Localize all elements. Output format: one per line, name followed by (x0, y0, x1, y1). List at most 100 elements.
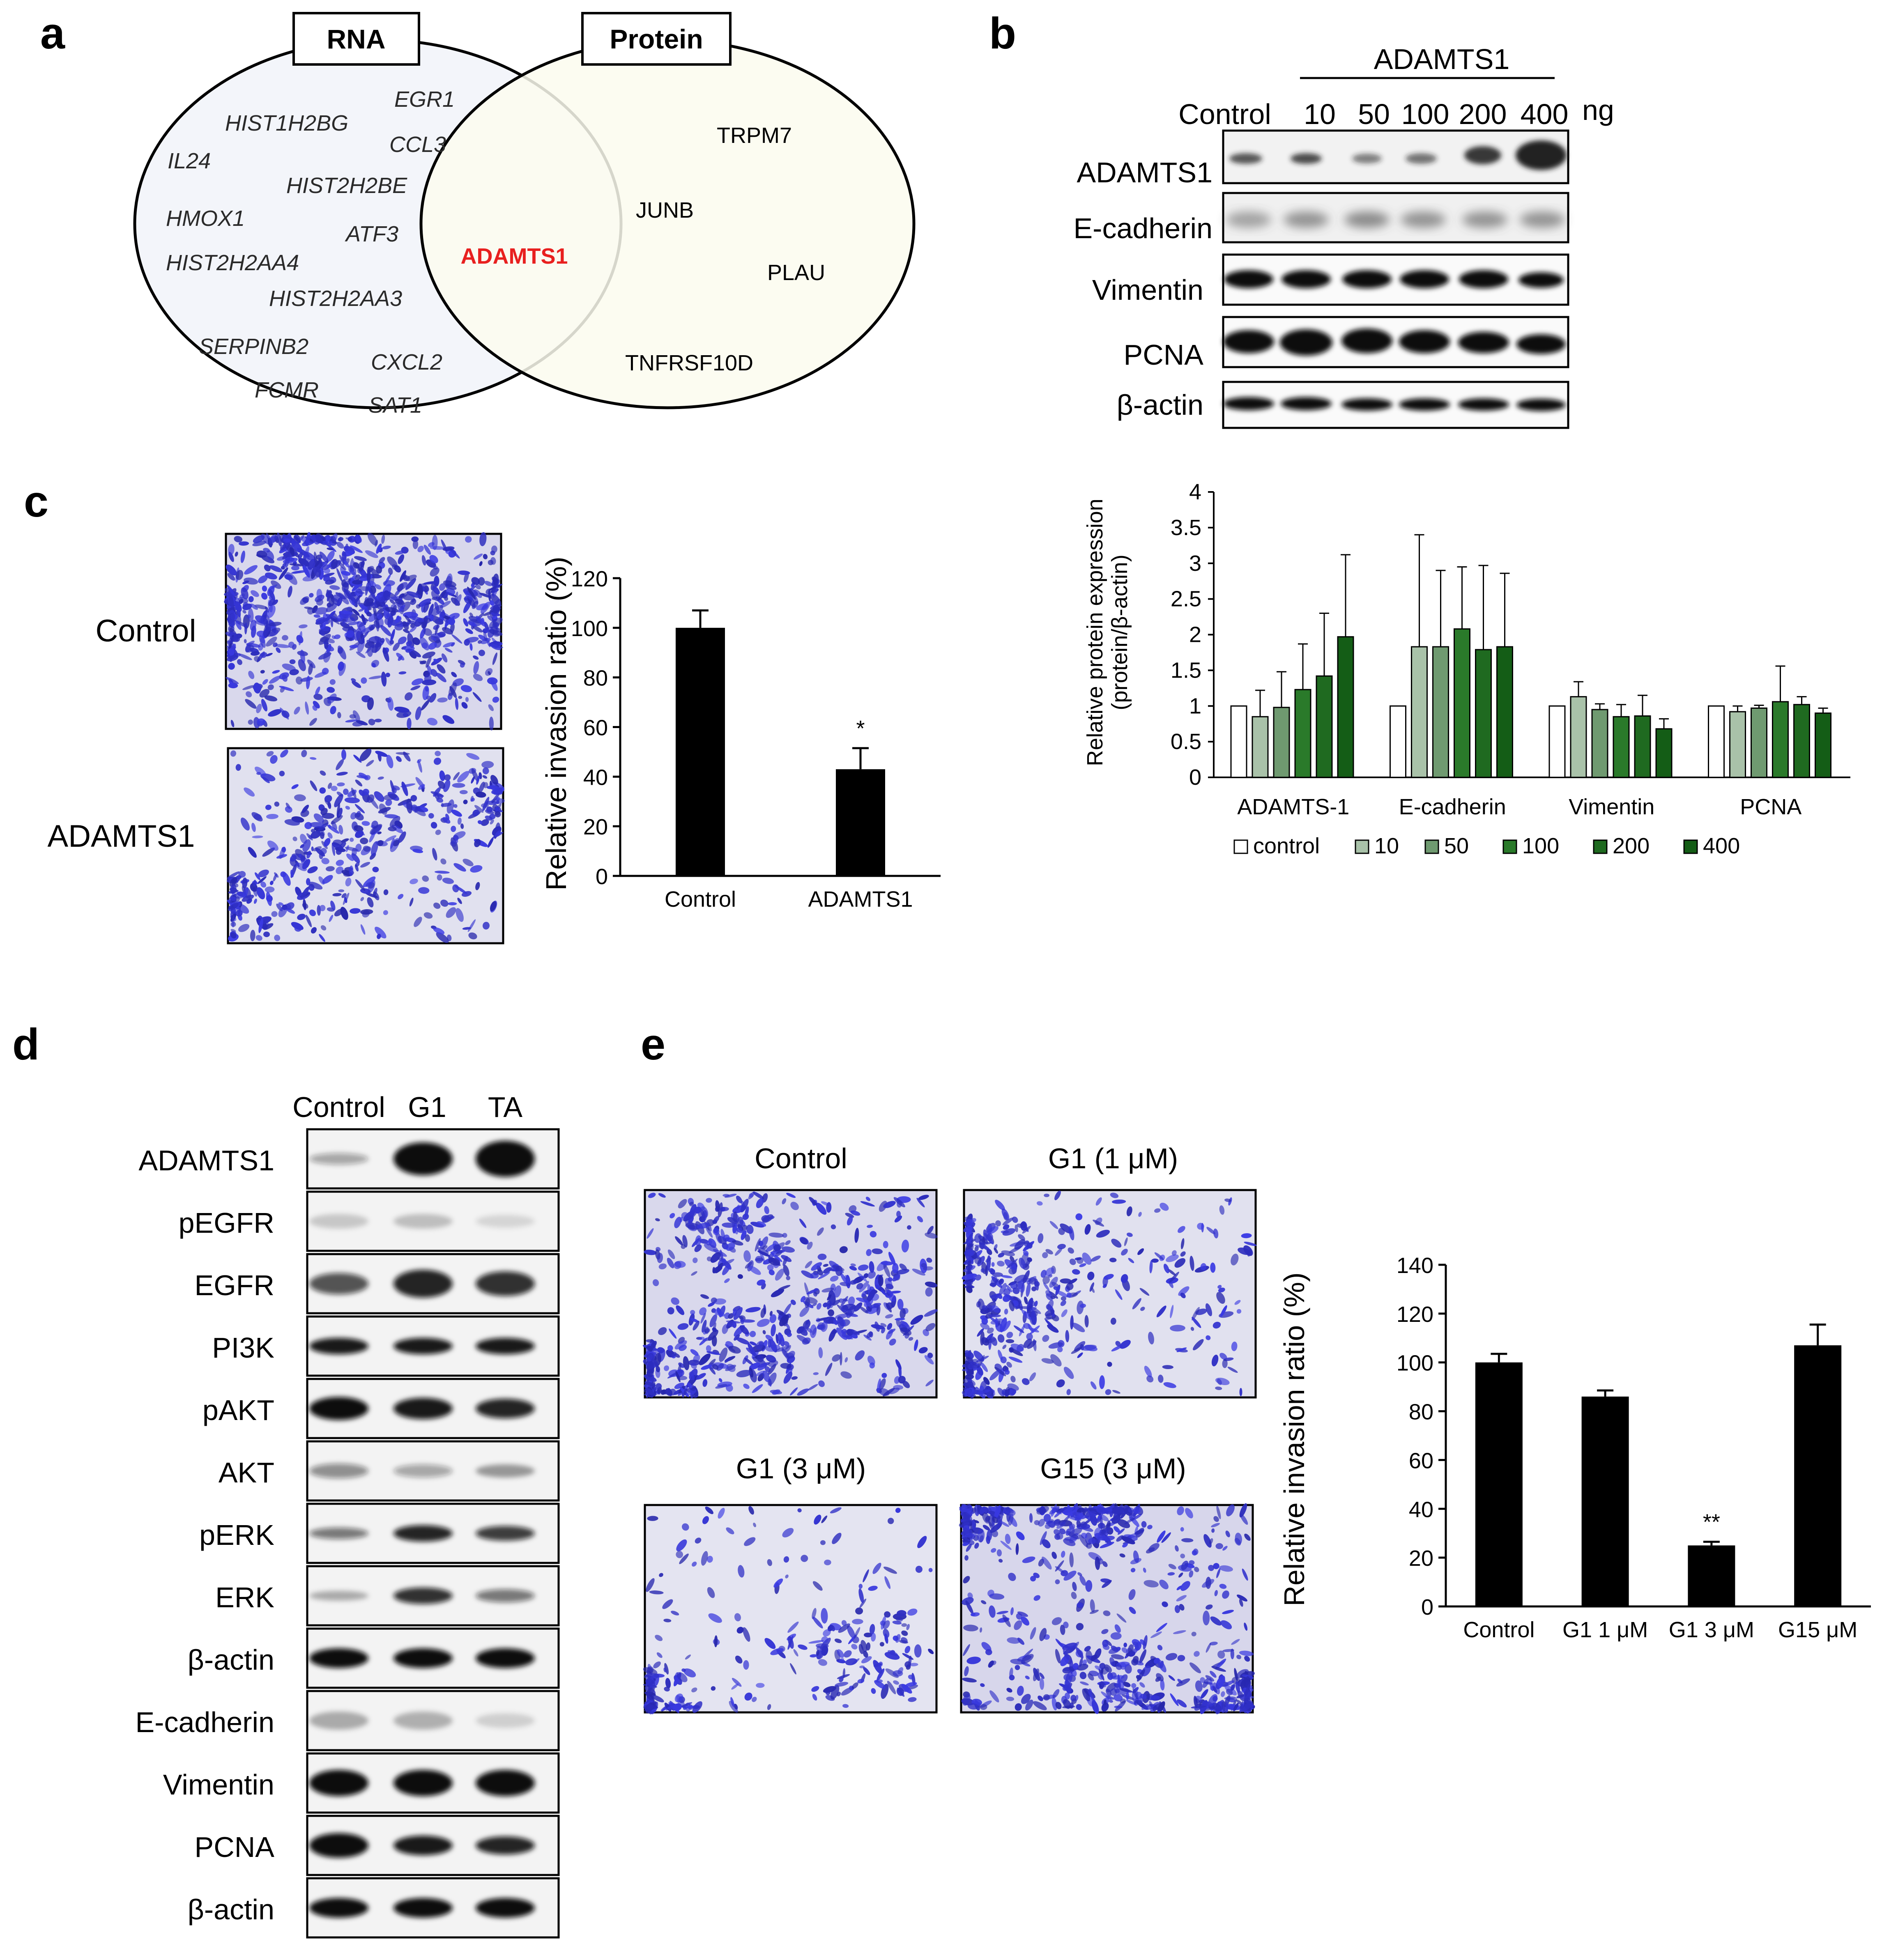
cell (1101, 1629, 1109, 1634)
cell (982, 1525, 990, 1530)
band (309, 1770, 368, 1796)
cell (1066, 1389, 1071, 1395)
cell (298, 552, 303, 560)
cell (436, 797, 444, 803)
cell (322, 875, 333, 884)
cell (855, 1350, 865, 1361)
cell (981, 1642, 992, 1652)
cell (790, 1299, 796, 1305)
cell (858, 1583, 863, 1589)
blot-d-row-actin-12: β-actin (188, 1877, 560, 1939)
blot-d-lane-ta: TA (488, 1091, 523, 1123)
cell (345, 846, 359, 852)
cell (1049, 1277, 1058, 1288)
cell (1109, 1257, 1117, 1263)
cell (1146, 1375, 1154, 1383)
cell (1244, 1622, 1248, 1631)
cell (847, 1329, 853, 1336)
cell (241, 587, 248, 600)
cell (1076, 1648, 1084, 1659)
cell (1005, 1339, 1015, 1343)
cell (667, 1249, 675, 1259)
cell (1012, 1216, 1018, 1223)
cell (1219, 1565, 1233, 1572)
blot-d-bands (309, 1464, 535, 1478)
cell (1076, 1257, 1084, 1264)
cell (844, 1357, 848, 1363)
cell (1027, 1257, 1032, 1262)
cell (974, 1246, 979, 1252)
cell (979, 1506, 986, 1514)
cell (660, 1389, 667, 1395)
cell (1069, 1259, 1076, 1265)
cell (821, 1608, 828, 1624)
cell (1176, 1678, 1190, 1687)
cell (1111, 1238, 1122, 1248)
cell (981, 1337, 989, 1346)
cell (410, 795, 417, 802)
cell (228, 903, 239, 911)
cell (801, 1555, 808, 1562)
cell (1055, 1579, 1060, 1584)
cell (366, 640, 375, 648)
cell (787, 1333, 792, 1337)
cell (354, 574, 361, 581)
cell (399, 570, 407, 582)
cell (267, 840, 278, 851)
cell (382, 647, 389, 662)
cell (330, 616, 340, 625)
cell (386, 755, 393, 768)
cell (682, 1235, 688, 1248)
cell (1117, 1679, 1125, 1689)
cell (254, 766, 266, 777)
cell (963, 1644, 970, 1656)
cell (1009, 1389, 1016, 1395)
cell (775, 1268, 785, 1281)
bar-adamts-1-200 (1316, 675, 1333, 778)
cell (1156, 1623, 1167, 1632)
cell (280, 749, 288, 758)
cell (378, 807, 391, 813)
cell (360, 909, 373, 915)
cell (1053, 1286, 1060, 1291)
cell (1062, 1705, 1075, 1709)
cell (985, 1649, 992, 1655)
cell (1211, 1703, 1222, 1712)
cell (385, 799, 392, 806)
cell (1206, 1335, 1211, 1340)
cell (1225, 1701, 1229, 1713)
band (476, 1589, 535, 1602)
cell (1213, 1228, 1219, 1238)
cell (337, 712, 341, 719)
cell (490, 775, 498, 785)
blot-d-row-label: PI3K (212, 1332, 274, 1364)
cell (453, 831, 466, 839)
cell (1110, 1317, 1116, 1325)
cell (1117, 1519, 1130, 1528)
cell (351, 853, 360, 863)
bar-vimentin-control (1548, 705, 1566, 778)
cell (1056, 1290, 1068, 1298)
cell (871, 1688, 876, 1694)
cell (351, 788, 357, 799)
cell (872, 1562, 881, 1574)
cell (810, 1324, 817, 1338)
cell (979, 1242, 992, 1245)
cell (1219, 1353, 1227, 1360)
bar-pcna-10 (1729, 711, 1746, 778)
cell (1085, 1580, 1093, 1592)
cell (1211, 1666, 1226, 1672)
y-tick-label: 0 (1421, 1595, 1433, 1620)
cell (336, 542, 344, 549)
cell (469, 643, 473, 651)
cell (490, 557, 496, 565)
bar-g15-m (1794, 1345, 1842, 1606)
cell (976, 1389, 990, 1395)
cell (1063, 1621, 1069, 1629)
cell (418, 887, 430, 894)
significance-mark: ** (1703, 1510, 1720, 1535)
cell (738, 1565, 745, 1578)
cell (645, 1388, 656, 1397)
cell (444, 774, 451, 781)
cell (962, 1693, 971, 1706)
